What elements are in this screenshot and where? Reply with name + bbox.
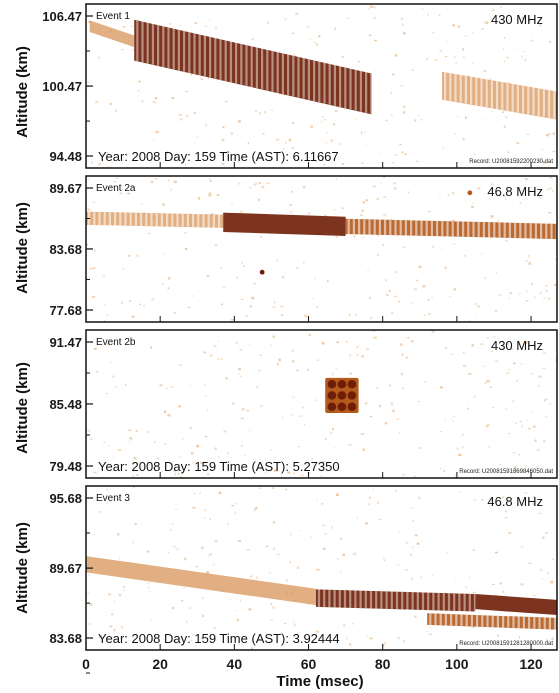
record-filename: Record: U20081591869846050.dat [459, 469, 553, 475]
x-tick-label: 0 [82, 656, 90, 672]
y-tick-label: 106.47 [42, 9, 82, 24]
event-3-trace-2-stripes [317, 589, 477, 612]
y-axis-title-event-1: Altitude (km) [14, 46, 31, 138]
record-filename: Record: U20081592200230.dat [469, 159, 553, 165]
event-2b-echo-blob-structure [327, 379, 357, 411]
frequency-label: 430 MHz [491, 12, 543, 27]
y-axis-title-event-2b: Altitude (km) [14, 362, 31, 454]
event-label: Event 2a [96, 183, 136, 194]
y-tick-label: 89.67 [49, 561, 82, 576]
event-label: Event 2b [96, 337, 136, 348]
event-3-trace-4-stripes [429, 613, 557, 630]
event-3-trace-3 [475, 594, 557, 616]
event-1-trace-2-stripes [136, 20, 373, 114]
y-tick-label: 83.68 [49, 631, 82, 646]
timestamp-label: Year: 2008 Day: 159 Time (AST): 6.11667 [98, 149, 339, 164]
event-2a-trace-3-stripes [347, 218, 557, 240]
event-3-panel: 95.68 89.67 83.68 Event 3 46.8 MHz Year: 2008… [49, 485, 558, 674]
y-tick-label: 85.48 [49, 397, 82, 412]
frequency-label: 430 MHz [491, 338, 543, 353]
x-tick-label: 20 [152, 656, 168, 672]
event-3-trace-2 [315, 589, 476, 612]
event-1-trace-3-stripes [444, 72, 556, 119]
event-2b-panel: 91.47 85.48 79.48 Event 2b 430 MHz Year: 2008… [49, 329, 558, 498]
panel-background [86, 176, 557, 322]
event-label: Event 1 [96, 11, 130, 22]
event-2a-spot-2 [467, 190, 473, 196]
frequency-label: 46.8 MHz [487, 184, 543, 199]
y-tick-label: 91.47 [49, 335, 82, 350]
y-tick-label: 79.48 [49, 459, 82, 474]
x-tick-label: 40 [227, 656, 243, 672]
y-tick-label: 77.68 [49, 303, 82, 318]
event-2a-trace-2 [223, 212, 346, 237]
event-1-panel: 106.47 100.47 94.48 Event 1 430 MHz Year: 200… [42, 3, 558, 192]
timestamp-label: Year: 2008 Day: 159 Time (AST): 5.27350 [98, 459, 340, 474]
event-2a-spot-1 [259, 269, 265, 275]
y-tick-label: 100.47 [42, 79, 82, 94]
record-filename: Record: U20081591281280000.dat [459, 641, 553, 647]
event-3-trace-1 [86, 556, 316, 606]
x-axis-title: Time (msec) [276, 673, 363, 690]
x-tick-label: 120 [519, 656, 543, 672]
x-tick-label: 100 [445, 656, 469, 672]
timestamp-label: Year: 2008 Day: 159 Time (AST): 3.92444 [98, 631, 340, 646]
y-tick-label: 89.67 [49, 181, 82, 196]
x-tick-label: 80 [375, 656, 391, 672]
event-2a-trace-1-stripes [88, 211, 221, 228]
panels-layer: 106.47 100.47 94.48 Event 1 430 MHz Year: 200… [42, 3, 558, 674]
event-2a-panel: 89.67 83.68 77.68 Event 2a 46.8 MHz [49, 175, 558, 341]
frequency-label: 46.8 MHz [487, 494, 543, 509]
event-label: Event 3 [96, 493, 130, 504]
x-axis: 0 20 40 60 80 100 120 [82, 656, 543, 672]
event-1-trace-1 [89, 20, 135, 48]
x-tick-label: 60 [301, 656, 317, 672]
y-axis-title-event-3: Altitude (km) [14, 522, 31, 614]
panel-background [86, 330, 557, 478]
y-tick-label: 83.68 [49, 242, 82, 257]
y-tick-label: 95.68 [49, 491, 82, 506]
event-1-trace-2 [134, 19, 372, 115]
y-axis-title-event-2a: Altitude (km) [14, 202, 31, 294]
y-tick-label: 94.48 [49, 149, 82, 164]
